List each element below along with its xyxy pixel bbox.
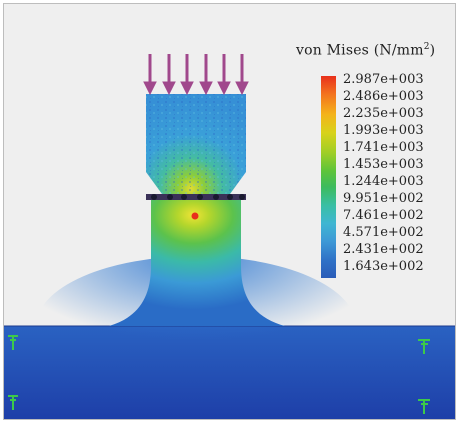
legend-value: 2.431e+002 [343, 242, 424, 257]
legend-value: 7.461e+002 [343, 208, 424, 223]
load-arrows [143, 54, 249, 96]
fixed-support-icon [8, 395, 18, 410]
legend-value: 1.643e+002 [343, 259, 424, 274]
fixed-support-icon [418, 339, 430, 354]
stress-legend: von Mises (N/mm2) 2.987e+003 2.486e+003 … [296, 42, 454, 292]
legend-value: 2.987e+003 [343, 72, 424, 87]
downward-arrow-icon [217, 54, 231, 96]
fixed-support-icon [418, 399, 430, 414]
legend-value: 9.951e+002 [343, 191, 424, 206]
contact-points [151, 194, 245, 200]
stress-plot [4, 54, 455, 419]
max-stress-marker [191, 212, 199, 220]
legend-value: 4.571e+002 [343, 225, 424, 240]
legend-title: von Mises (N/mm2) [296, 42, 436, 59]
fea-result-view: von Mises (N/mm2) 2.987e+003 2.486e+003 … [3, 3, 456, 420]
legend-value: 1.453e+003 [343, 157, 424, 172]
legend-value: 2.486e+003 [343, 89, 424, 104]
downward-arrow-icon [235, 54, 249, 96]
pedestal [109, 200, 285, 326]
legend-value: 1.244e+003 [343, 174, 424, 189]
fixed-supports [8, 335, 430, 414]
legend-value: 2.235e+003 [343, 106, 424, 121]
legend-value: 1.741e+003 [343, 140, 424, 155]
downward-arrow-icon [143, 54, 157, 96]
downward-arrow-icon [199, 54, 213, 96]
colorbar [321, 76, 336, 278]
contact-strip [146, 194, 246, 200]
fixed-support-icon [8, 335, 18, 350]
legend-value: 1.993e+003 [343, 123, 424, 138]
downward-arrow-icon [162, 54, 176, 96]
downward-arrow-icon [180, 54, 194, 96]
